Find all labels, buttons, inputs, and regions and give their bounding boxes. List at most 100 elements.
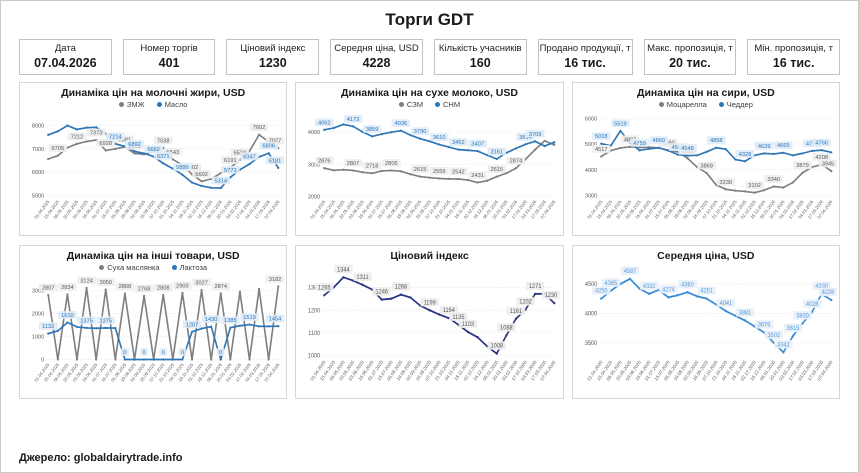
svg-text:4639: 4639 [758,144,771,150]
svg-text:4517: 4517 [595,147,608,153]
svg-text:0: 0 [123,350,126,356]
charts-grid: Динаміка цін на молочні жири, USD ЗМЖ Ма… [19,82,840,399]
stat-card-average-price: Середня ціна, USD 4228 [330,39,423,75]
svg-text:2542: 2542 [452,169,465,175]
svg-text:1344: 1344 [337,267,350,273]
chart-title: Динаміка цін на інші товари, USD [66,250,240,262]
line-chart-milk-fats[interactable]: 500060007000800001.04.202515.04.202506.0… [21,109,285,234]
legend-item: СЗМ [398,100,423,109]
svg-text:4766: 4766 [815,141,828,147]
line-chart-price-index[interactable]: 100011001200130001.04.202515.04.202506.0… [297,262,561,397]
svg-text:1375: 1375 [80,318,93,324]
stat-label: Макс. пропозиція, т [647,43,733,54]
svg-text:4589: 4589 [671,145,684,151]
svg-text:1610: 1610 [61,313,74,319]
svg-text:1088: 1088 [500,325,513,331]
svg-text:4500: 4500 [585,282,598,288]
svg-text:4000: 4000 [585,168,597,174]
line-chart-milk-powder[interactable]: 20003000400001.04.202515.04.202506.05.20… [297,109,561,234]
svg-text:2805: 2805 [385,161,398,167]
stat-label: Дата [54,43,76,54]
chart-title: Динаміка цін на сухе молоко, USD [341,87,518,99]
chart-title: Ціновий індекс [390,250,469,262]
stat-card-participants: Кількість учасників 160 [433,39,527,75]
stat-value: 1230 [258,56,287,70]
svg-text:2874: 2874 [214,284,227,290]
svg-text:1200: 1200 [308,308,321,314]
line-chart-cheese[interactable]: 300040005000600001.04.202515.04.202506.0… [574,109,838,234]
svg-text:0: 0 [162,350,165,356]
svg-text:4385: 4385 [604,281,617,287]
svg-text:0: 0 [143,350,146,356]
svg-text:4360: 4360 [681,282,694,288]
svg-text:1230: 1230 [545,293,558,299]
svg-text:1265: 1265 [318,285,331,291]
svg-text:4332: 4332 [643,284,656,290]
legend-item: СНМ [435,100,460,109]
stat-label: Середня ціна, USD [334,43,419,54]
legend-label: Моцарелла [666,100,707,109]
chart-card-price-index: Ціновий індекс 1000 1100 1200 1300 01.04.202… [295,245,564,399]
svg-text:6928: 6928 [99,141,112,147]
svg-text:6347: 6347 [243,154,256,160]
stat-label: Мін. пропозиція, т [754,43,833,54]
svg-text:3230: 3230 [719,180,732,186]
stat-card-date: Дата 07.04.2026 [19,39,112,75]
chart-card-milk-fats: Динаміка цін на молочні жири, USD ЗМЖ Ма… [19,82,288,236]
stat-label: Продано продукції, т [539,43,631,54]
svg-text:3610: 3610 [433,135,446,141]
svg-text:6524: 6524 [234,150,247,156]
svg-text:7602: 7602 [253,125,266,131]
svg-text:2807: 2807 [347,161,360,167]
svg-text:6000: 6000 [585,117,597,123]
line-chart-average-price[interactable]: 35004000450001.04.202515.04.202506.05.20… [574,262,838,397]
svg-text:1207: 1207 [186,322,199,328]
svg-text:4665: 4665 [777,143,790,149]
chart-legend: Моцарелла Чеддер [574,100,838,109]
legend-item: Суха маслянка [99,263,160,272]
svg-text:3102: 3102 [748,183,761,189]
svg-text:3452: 3452 [452,140,465,146]
svg-text:4000: 4000 [308,130,320,136]
svg-text:1000: 1000 [308,353,321,359]
svg-text:1008: 1008 [491,343,504,349]
svg-text:2615: 2615 [414,167,427,173]
svg-text:1000: 1000 [32,335,44,341]
svg-text:3830: 3830 [796,313,809,319]
line-chart-other-goods[interactable]: 010002000300001.04.202515.04.202506.05.2… [21,272,285,397]
svg-text:6371: 6371 [157,154,170,160]
legend-label: Лактоза [179,263,208,272]
svg-text:2615: 2615 [491,167,504,173]
svg-text:3676: 3676 [758,322,771,328]
svg-text:4328: 4328 [738,152,751,158]
svg-text:3945: 3945 [821,161,834,167]
svg-text:4062: 4062 [318,120,331,126]
stat-card-price-index: Ціновий індекс 1230 [226,39,320,75]
svg-text:3407: 3407 [472,141,485,147]
legend-item: Чеддер [718,100,753,109]
svg-text:2874: 2874 [510,159,523,165]
svg-text:1271: 1271 [529,284,542,290]
svg-text:2808: 2808 [157,285,170,291]
svg-text:2718: 2718 [366,164,379,170]
legend-label: СЗМ [406,100,423,109]
svg-text:1300: 1300 [308,285,321,291]
svg-text:1430: 1430 [205,317,218,323]
stat-value: 16 тис. [772,56,815,70]
svg-text:7212: 7212 [71,134,84,140]
svg-text:7373: 7373 [90,130,103,136]
stat-value: 20 тис. [669,56,711,70]
svg-text:4274: 4274 [662,287,675,293]
legend-label: ЗМЖ [126,100,145,109]
svg-text:3000: 3000 [32,289,44,295]
chart-title: Динаміка цін на сири, USD [636,87,775,99]
svg-text:4036: 4036 [395,121,408,127]
svg-text:3182: 3182 [269,277,282,283]
svg-text:5602: 5602 [195,172,208,178]
svg-text:1135: 1135 [453,315,466,321]
svg-text:7214: 7214 [109,134,122,140]
chart-card-average-price: Середня ціна, USD 3500 4000 4500 01.04.2025… [571,245,840,399]
legend-label: Суха маслянка [107,263,160,272]
svg-text:4330: 4330 [815,284,828,290]
